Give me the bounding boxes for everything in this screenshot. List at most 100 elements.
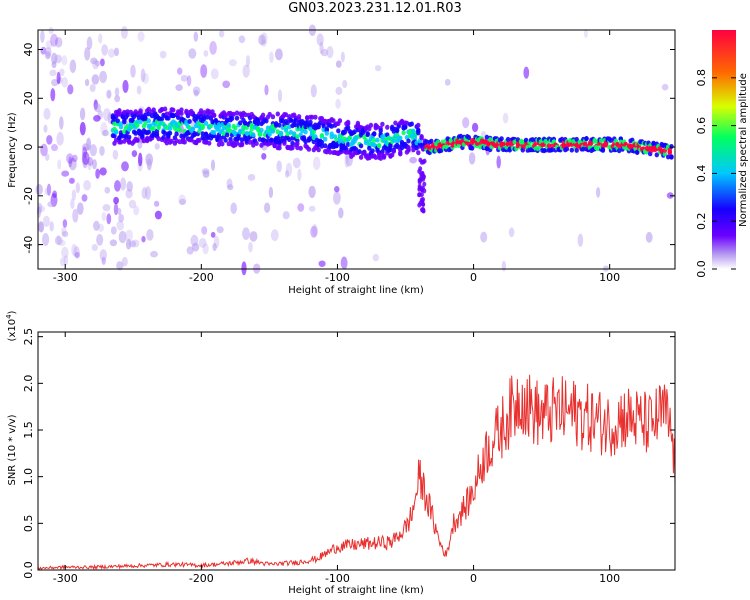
heatmap-cell (113, 202, 119, 216)
heatmap-cell (264, 129, 269, 135)
heatmap-cell (417, 179, 422, 185)
heatmap-cell (600, 147, 606, 152)
heatmap-cell (56, 71, 61, 85)
heatmap-cell (102, 129, 109, 137)
heatmap-cell (121, 161, 129, 172)
heatmap-cell (666, 154, 671, 160)
heatmap-cell (501, 260, 507, 272)
heatmap-cell (59, 116, 64, 130)
x-tick-label: 0 (470, 572, 477, 585)
heatmap-cell (59, 257, 66, 267)
heatmap-cell (484, 146, 490, 152)
heatmap-cell (130, 117, 135, 123)
heatmap-cell (354, 135, 359, 141)
heatmap-cell (91, 74, 100, 85)
heatmap-cell (215, 136, 220, 142)
heatmap-cell (370, 148, 375, 154)
heatmap-cell (167, 130, 173, 136)
heatmap-cell (225, 118, 230, 123)
heatmap-cell (419, 135, 424, 141)
heatmap-cell (238, 120, 243, 126)
heatmap-cell (617, 148, 622, 154)
heatmap-cell (239, 137, 245, 143)
heatmap-cell (50, 88, 56, 102)
heatmap-cell (466, 135, 472, 140)
heatmap-cell (133, 205, 140, 216)
heatmap-cell (197, 137, 202, 143)
heatmap-cell (179, 111, 184, 116)
heatmap-cell (54, 235, 63, 246)
heatmap-cell (335, 98, 341, 109)
heatmap-cell (326, 45, 334, 59)
heatmap-cell (51, 61, 57, 69)
heatmap-cell (550, 143, 555, 149)
heatmap-cell (198, 237, 207, 248)
heatmap-cell (42, 232, 50, 247)
heatmap-cell (321, 123, 326, 129)
heatmap-cell (343, 260, 348, 270)
heatmap-cell (87, 156, 94, 166)
heatmap-cell (293, 122, 298, 128)
heatmap-cell (221, 131, 227, 136)
x-tick-label: 100 (599, 271, 620, 284)
heatmap-cell (344, 155, 349, 168)
heatmap-cell (167, 126, 173, 132)
heatmap-cell (140, 68, 146, 83)
heatmap-cell (297, 203, 305, 212)
heatmap-cell (283, 112, 289, 118)
heatmap-cell (645, 231, 653, 243)
heatmap-cell (418, 157, 423, 163)
heatmap-cell (146, 118, 151, 124)
heatmap-cell (508, 227, 515, 238)
heatmap-cell (92, 159, 97, 170)
heatmap-cell (112, 149, 119, 160)
heatmap-cell (102, 204, 111, 212)
heatmap-cell (421, 197, 425, 202)
heatmap-cell (202, 170, 210, 178)
heatmap-cell (406, 146, 411, 152)
heatmap-cell (358, 143, 364, 149)
heatmap-cell (127, 134, 132, 140)
heatmap-cell (74, 251, 80, 259)
snr-panel: -300 -200 -100 0 100 0.0 0.5 1.0 1.5 2.0 2.5 Heigh… (5, 310, 676, 596)
heatmap-cell (241, 124, 246, 130)
heatmap-cell (564, 146, 570, 152)
heatmap-cell (323, 143, 328, 149)
heatmap-cell (231, 111, 236, 117)
heatmap-cell (421, 146, 426, 152)
heatmap-cell (164, 111, 169, 117)
heatmap-cell (312, 223, 318, 237)
heatmap-cell (225, 132, 230, 138)
heatmap-cell (284, 170, 290, 178)
heatmap-cell (337, 118, 343, 124)
heatmap-cell (188, 48, 197, 59)
heatmap-cell (233, 125, 238, 131)
heatmap-cell (345, 121, 351, 127)
heatmap-cell (238, 35, 246, 44)
heatmap-cell (249, 231, 258, 242)
heatmap-cell (190, 126, 196, 132)
heatmap-cell (420, 187, 425, 193)
heatmap-cell (398, 135, 403, 141)
colorbar-gradient (712, 30, 736, 269)
heatmap-cell (42, 215, 51, 228)
heatmap-cell (230, 202, 237, 214)
heatmap-cell (99, 167, 107, 176)
heatmap-cell (49, 69, 57, 77)
heatmap-cell (68, 156, 73, 168)
heatmap-cell (90, 57, 98, 65)
heatmap-cell (61, 77, 68, 88)
heatmap-cell (290, 140, 295, 146)
heatmap-cell (236, 133, 241, 139)
heatmap-cell (270, 229, 279, 242)
heatmap-cell (192, 131, 197, 136)
heatmap-cell (121, 256, 128, 267)
heatmap-cell (499, 136, 504, 142)
heatmap-cell (418, 200, 423, 206)
heatmap-cell (298, 145, 303, 151)
heatmap-cell (71, 243, 77, 256)
heatmap-cell (295, 145, 300, 151)
heatmap-cell (100, 121, 108, 136)
heatmap-cell (484, 134, 490, 140)
heatmap-cell (93, 114, 101, 122)
